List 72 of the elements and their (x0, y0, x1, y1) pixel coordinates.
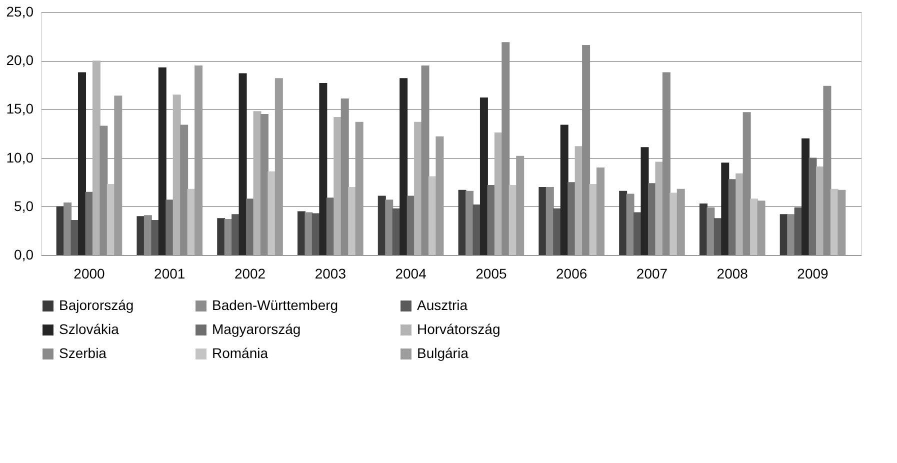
bar (100, 126, 108, 255)
bar (64, 202, 72, 255)
bar (136, 216, 145, 255)
x-tick-label: 2008 (716, 266, 748, 282)
legend-label: Bulgária (417, 345, 469, 361)
x-tick-label: 2003 (314, 266, 346, 282)
x-tick-label: 2009 (797, 266, 829, 282)
x-tick-label: 2004 (395, 266, 427, 282)
bar (400, 78, 408, 255)
bar (340, 98, 349, 255)
bar (634, 212, 642, 255)
bar (217, 218, 226, 255)
bar (546, 186, 554, 255)
bar (538, 186, 547, 255)
legend-label: Szerbia (59, 345, 107, 361)
bar (487, 185, 496, 255)
bar (421, 65, 430, 255)
bar (582, 45, 590, 255)
bar (553, 208, 562, 255)
bar (166, 200, 174, 255)
bar (232, 214, 240, 255)
bar (787, 214, 796, 255)
bar (151, 220, 160, 255)
bar (823, 86, 832, 255)
bar (385, 200, 394, 255)
legend-label: Szlovákia (59, 321, 120, 337)
x-tick-label: 2006 (556, 266, 588, 282)
bar (655, 162, 664, 255)
bar (472, 204, 481, 255)
legend-label: Baden-Württemberg (212, 297, 338, 313)
bar (238, 73, 247, 255)
bar (480, 98, 488, 255)
bar (85, 192, 94, 255)
bar (348, 186, 356, 255)
bar (180, 124, 188, 255)
y-tick-label: 25,0 (6, 4, 34, 20)
bar (78, 72, 86, 255)
x-tick-label: 2000 (74, 266, 106, 282)
x-tick-label: 2002 (234, 266, 266, 282)
bar (721, 162, 730, 255)
bar (626, 194, 634, 255)
bar (304, 212, 313, 255)
bar (742, 112, 751, 255)
legend-label: Románia (212, 345, 268, 361)
bar (502, 42, 510, 255)
bar (619, 190, 628, 255)
bar (706, 207, 715, 255)
bar (319, 82, 328, 255)
y-tick-label: 5,0 (14, 198, 34, 214)
y-tick-label: 10,0 (6, 149, 34, 166)
bar (640, 147, 649, 255)
legend-label: Magyarország (212, 321, 301, 337)
y-tick-label: 0,0 (14, 246, 34, 262)
bar (560, 124, 568, 255)
legend-label: Horvátország (417, 321, 500, 337)
legend-label: Bajorország (59, 297, 134, 313)
bar (158, 67, 166, 255)
bar (750, 198, 758, 255)
bar (466, 190, 474, 255)
x-tick-label: 2001 (154, 266, 186, 282)
bar (268, 171, 276, 255)
legend-label: Ausztria (417, 297, 468, 313)
bar (260, 114, 268, 255)
x-tick-label: 2007 (636, 266, 668, 282)
bar (568, 182, 576, 255)
bar (802, 138, 810, 255)
bar (670, 192, 678, 255)
y-tick-label: 15,0 (6, 100, 34, 117)
bar (662, 72, 670, 255)
x-tick-label: 2005 (476, 266, 507, 282)
y-tick-label: 20,0 (6, 52, 34, 68)
bar (736, 173, 744, 255)
